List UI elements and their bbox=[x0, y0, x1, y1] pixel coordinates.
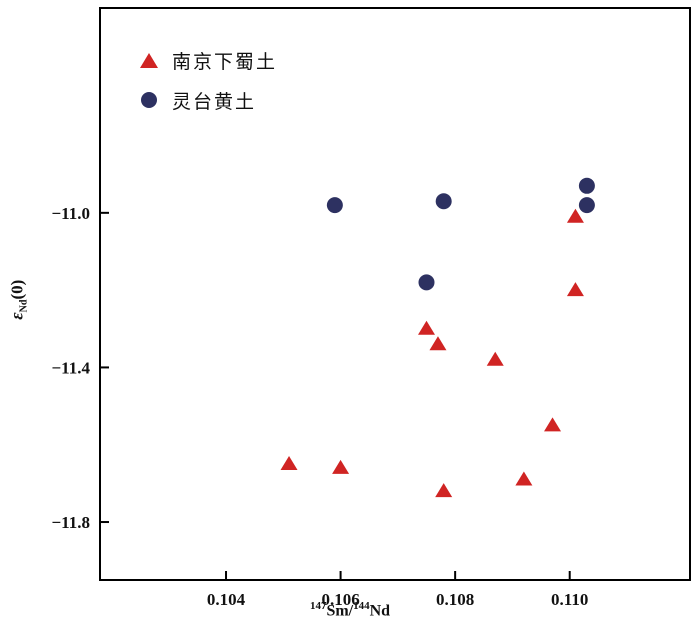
x-tick-label: 0.106 bbox=[321, 590, 359, 609]
data-point-circle bbox=[435, 193, 452, 210]
data-point-circle bbox=[418, 274, 435, 291]
data-point-circle bbox=[578, 177, 595, 194]
y-tick-label: −11.0 bbox=[52, 204, 91, 223]
x-axis-label: 147Sm/144Nd bbox=[0, 600, 700, 620]
data-point-triangle bbox=[435, 483, 453, 498]
data-point-triangle bbox=[486, 351, 504, 366]
triangle-marker-icon bbox=[138, 52, 160, 68]
y-axis-label-sub: Nd bbox=[18, 299, 30, 313]
x-axis-label-end: Nd bbox=[369, 602, 391, 620]
legend: 南京下蜀土 灵台黄土 bbox=[138, 40, 277, 120]
data-point-triangle bbox=[566, 208, 584, 223]
legend-item-xiashu: 南京下蜀土 bbox=[138, 40, 277, 80]
legend-label-lingtai: 灵台黄土 bbox=[172, 91, 257, 113]
circle-marker-icon bbox=[138, 92, 160, 108]
y-tick-label: −11.8 bbox=[52, 513, 91, 532]
data-point-circle bbox=[578, 197, 595, 214]
data-point-circle bbox=[326, 197, 343, 214]
data-point-triangle bbox=[280, 456, 298, 471]
x-axis-label-mid: Sm/ bbox=[326, 602, 354, 620]
plot-frame bbox=[99, 7, 691, 581]
legend-item-lingtai: 灵台黄土 bbox=[138, 80, 277, 120]
data-point-triangle bbox=[332, 459, 350, 474]
x-tick-label: 0.104 bbox=[207, 590, 246, 609]
x-axis-label-sup2: 144 bbox=[353, 600, 370, 612]
y-axis-label: εNd(0) bbox=[6, 240, 29, 360]
legend-label-xiashu: 南京下蜀土 bbox=[172, 51, 278, 73]
data-point-triangle bbox=[418, 320, 436, 335]
x-tick-label: 0.110 bbox=[551, 590, 588, 609]
data-point-triangle bbox=[515, 471, 533, 486]
data-point-triangle bbox=[566, 282, 584, 297]
data-point-triangle bbox=[544, 417, 562, 432]
x-tick-label: 0.108 bbox=[436, 590, 474, 609]
data-point-triangle bbox=[429, 336, 447, 351]
x-axis-label-sup1: 147 bbox=[309, 600, 327, 612]
y-axis-label-end: (0) bbox=[7, 279, 27, 300]
y-tick-label: −11.4 bbox=[52, 358, 91, 377]
y-axis-label-symbol: ε bbox=[6, 312, 27, 320]
